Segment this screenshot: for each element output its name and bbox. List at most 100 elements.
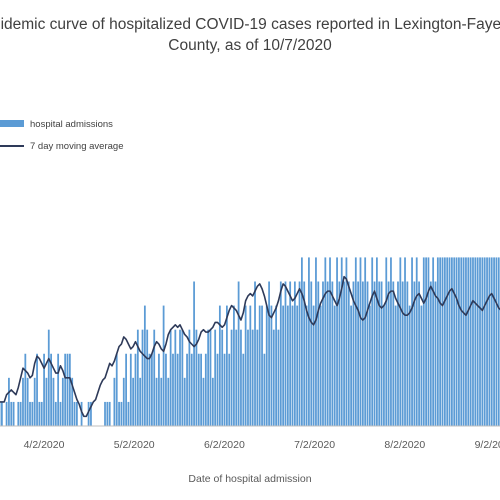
bar [268, 281, 270, 426]
bar [277, 329, 280, 426]
bar [151, 353, 153, 426]
bar [127, 401, 130, 426]
bar [296, 305, 299, 426]
bar [404, 257, 406, 426]
bar [390, 257, 392, 426]
bar [221, 329, 224, 426]
legend: hospital admissions 7 day moving average [0, 119, 123, 152]
x-tick-label: 4/2/2020 [24, 439, 65, 451]
bar [141, 329, 144, 426]
bar [172, 353, 174, 426]
bar [359, 257, 362, 426]
bar [200, 353, 202, 426]
bar [376, 257, 378, 426]
bar [483, 257, 486, 426]
bar [317, 281, 320, 426]
bar [155, 377, 158, 426]
bar [115, 353, 118, 426]
bar [256, 329, 259, 426]
bar [47, 329, 50, 426]
bar [397, 281, 399, 426]
bar [263, 353, 266, 426]
bar [258, 305, 261, 426]
bar [120, 401, 123, 426]
bar [343, 281, 345, 426]
bar [5, 401, 8, 426]
bar [237, 281, 240, 426]
bar [319, 305, 322, 426]
bar [190, 353, 193, 426]
bar [427, 257, 430, 426]
bar [31, 401, 34, 426]
bar [336, 257, 338, 426]
bar [12, 401, 15, 426]
chart-title-line-1: Epidemic curve of hospitalized COVID-19 … [0, 16, 500, 33]
bar [76, 401, 78, 426]
bar [108, 401, 111, 426]
bar [24, 353, 27, 426]
bar [425, 257, 427, 426]
bar [467, 257, 470, 426]
bar [162, 305, 165, 426]
bar [432, 257, 435, 426]
bar [380, 281, 383, 426]
bar [160, 377, 163, 426]
bar [244, 305, 247, 426]
bar [455, 257, 458, 426]
bar [451, 257, 453, 426]
bar [10, 401, 13, 426]
legend-swatch-hospital-admissions [0, 120, 24, 127]
bar [331, 281, 334, 426]
bar [443, 257, 446, 426]
bar [352, 281, 355, 426]
bar [223, 353, 226, 426]
bar [458, 257, 460, 426]
bar [90, 401, 92, 426]
bar [50, 353, 52, 426]
bar [272, 329, 275, 426]
bar [476, 257, 479, 426]
bar [233, 305, 235, 426]
bar [134, 353, 137, 426]
bar [453, 257, 456, 426]
bar [146, 329, 149, 426]
bar [251, 329, 254, 426]
legend-label-hospital-admissions: hospital admissions [30, 119, 113, 130]
bar [22, 377, 24, 426]
bar [265, 305, 268, 426]
bar [293, 281, 296, 426]
bar [158, 353, 160, 426]
bar [289, 281, 292, 426]
bar [310, 281, 313, 426]
bar [207, 329, 210, 426]
bar [153, 329, 156, 426]
x-axis-ticks: 4/2/2020 5/2/2020 6/2/2020 7/2/2020 8/2/2020… [24, 439, 500, 451]
bar [448, 257, 451, 426]
bar [118, 401, 120, 426]
bar [261, 305, 263, 426]
bar [275, 305, 277, 426]
bar [19, 401, 22, 426]
bar [392, 281, 395, 426]
bar [235, 329, 238, 426]
bar [366, 281, 369, 426]
bar [73, 401, 76, 426]
bar-series [0, 257, 500, 426]
bar [378, 281, 381, 426]
bar [148, 353, 151, 426]
bar [340, 257, 343, 426]
bar [61, 377, 64, 426]
bar [488, 257, 491, 426]
bar [270, 305, 273, 426]
bar [139, 377, 142, 426]
bar [45, 377, 48, 426]
bar [495, 257, 498, 426]
bar [68, 353, 71, 426]
x-tick-label: 8/2/2020 [384, 439, 425, 451]
bar [8, 377, 10, 426]
bar [469, 257, 472, 426]
bar [413, 281, 416, 426]
x-tick-label: 5/2/2020 [114, 439, 155, 451]
bar [411, 257, 413, 426]
